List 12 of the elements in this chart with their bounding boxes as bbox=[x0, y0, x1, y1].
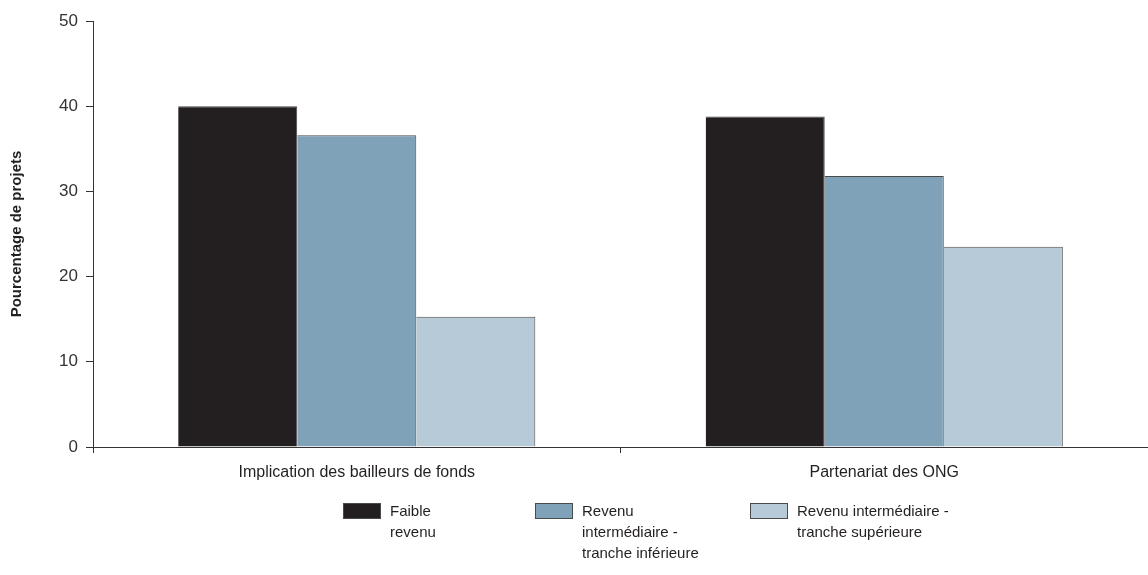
legend-label: Revenu intermédiaire - tranche inférieure bbox=[582, 501, 700, 563]
y-tick-label: 30 bbox=[59, 181, 78, 201]
y-tick-label: 0 bbox=[68, 436, 78, 456]
x-tick-label: Partenariat des ONG bbox=[809, 463, 959, 481]
y-tick-label: 40 bbox=[59, 95, 78, 115]
legend-label: Faible revenu bbox=[390, 501, 437, 542]
y-tick-label: 50 bbox=[59, 10, 78, 30]
y-axis-title: Pourcentage de projets bbox=[7, 150, 25, 318]
y-tick-label: 10 bbox=[59, 351, 78, 371]
legend-label: Revenu intermédiaire - tranche supérieure bbox=[797, 501, 950, 542]
x-tick-label: Implication des bailleurs de fonds bbox=[238, 463, 476, 481]
y-tick-label: 20 bbox=[59, 266, 78, 286]
